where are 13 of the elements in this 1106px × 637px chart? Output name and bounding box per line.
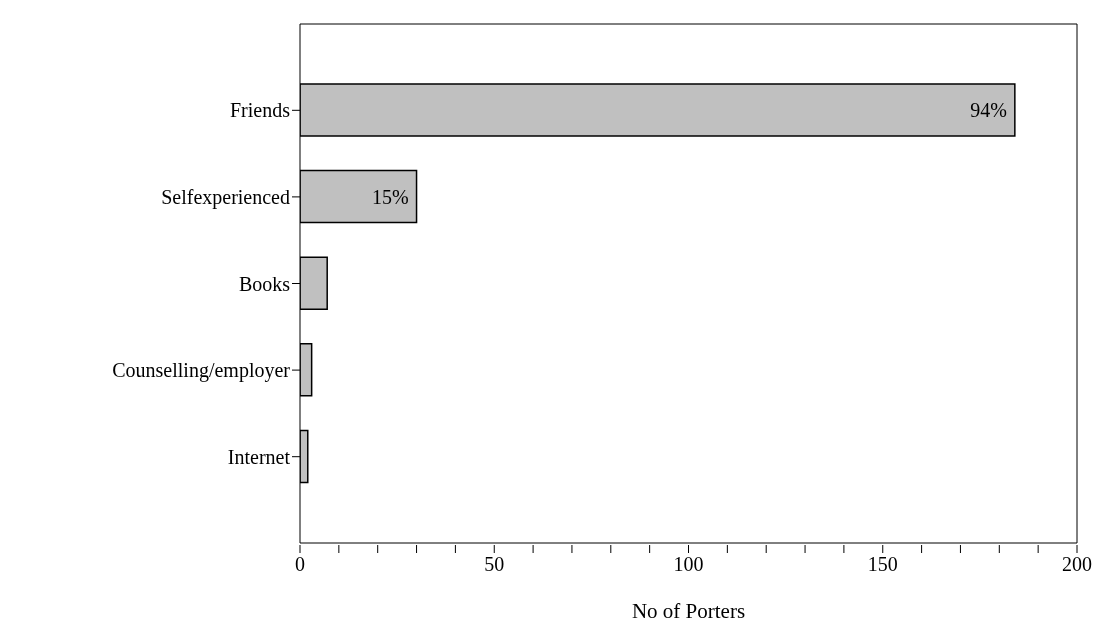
y-tick-label: Selfexperienced xyxy=(161,186,290,209)
x-tick-label: 200 xyxy=(1062,553,1092,575)
x-tick-label: 150 xyxy=(867,553,898,575)
x-tick-label: 50 xyxy=(484,553,505,575)
y-tick-label: Internet xyxy=(227,445,291,468)
x-axis-title: No of Porters xyxy=(631,599,746,623)
annotation: 15% xyxy=(371,186,409,208)
annotation: 94% xyxy=(970,99,1007,122)
y-tick-label: Counselling/employer xyxy=(112,359,291,383)
y-tick-label: Books xyxy=(238,272,291,295)
x-tick-label: 0 xyxy=(295,553,305,575)
x-tick-label: 100 xyxy=(673,553,704,575)
y-tick-label: Friends xyxy=(230,99,291,122)
